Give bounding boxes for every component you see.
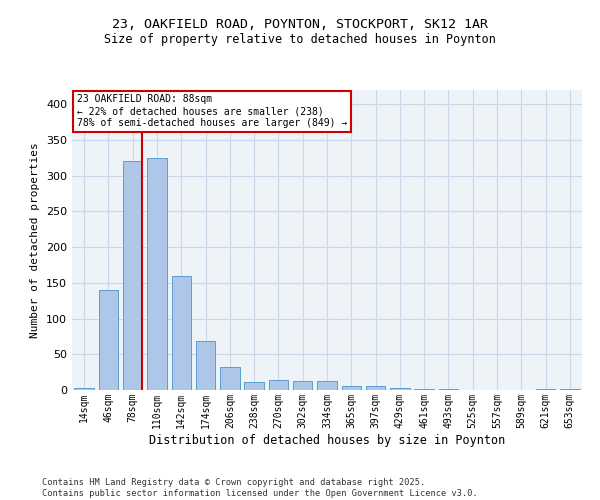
Bar [341, 386, 361, 390]
Bar [536, 388, 555, 390]
Bar [172, 276, 191, 390]
Bar [317, 382, 337, 390]
Bar [366, 386, 385, 390]
Bar [123, 162, 142, 390]
Bar [74, 388, 94, 390]
Text: Contains HM Land Registry data © Crown copyright and database right 2025.
Contai: Contains HM Land Registry data © Crown c… [42, 478, 478, 498]
Bar [147, 158, 167, 390]
X-axis label: Distribution of detached houses by size in Poynton: Distribution of detached houses by size … [149, 434, 505, 446]
Bar [269, 380, 288, 390]
Bar [99, 290, 118, 390]
Bar [244, 382, 264, 390]
Text: 23 OAKFIELD ROAD: 88sqm
← 22% of detached houses are smaller (238)
78% of semi-d: 23 OAKFIELD ROAD: 88sqm ← 22% of detache… [77, 94, 347, 128]
Text: 23, OAKFIELD ROAD, POYNTON, STOCKPORT, SK12 1AR: 23, OAKFIELD ROAD, POYNTON, STOCKPORT, S… [112, 18, 488, 30]
Bar [220, 367, 239, 390]
Y-axis label: Number of detached properties: Number of detached properties [31, 142, 40, 338]
Text: Size of property relative to detached houses in Poynton: Size of property relative to detached ho… [104, 32, 496, 46]
Bar [196, 342, 215, 390]
Bar [293, 382, 313, 390]
Bar [390, 388, 410, 390]
